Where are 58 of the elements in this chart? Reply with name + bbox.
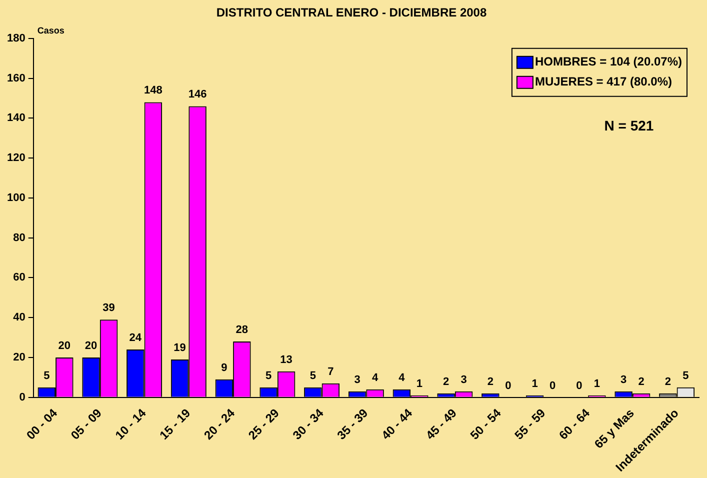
data-label: 28 — [236, 324, 248, 336]
data-label: 5 — [682, 370, 689, 382]
y-tick-label: 40 — [13, 312, 26, 324]
data-label: 2 — [487, 376, 494, 388]
x-tick-label: 05 - 09 — [68, 406, 105, 442]
data-label: 148 — [144, 84, 162, 97]
x-tick-label: 50 - 54 — [467, 406, 504, 442]
x-tick-label: 35 - 39 — [334, 406, 371, 442]
y-tick-label: 20 — [13, 352, 26, 364]
data-label: 7 — [328, 366, 334, 378]
x-tick-label: 55 - 59 — [512, 406, 548, 442]
x-tick-label: 25 - 29 — [246, 406, 282, 442]
x-tick-label: 30 - 34 — [290, 406, 326, 442]
y-tick-label: 120 — [6, 152, 26, 164]
data-label: 5 — [44, 370, 50, 382]
x-tick-label: 15 - 19 — [156, 406, 194, 442]
x-tick-label: 00 - 04 — [24, 406, 60, 442]
y-tick-label: 180 — [6, 32, 26, 44]
data-label: 5 — [265, 370, 272, 382]
data-label: 20 — [58, 340, 71, 352]
y-tick-label: 160 — [6, 72, 26, 84]
data-label: 3 — [620, 374, 627, 386]
y-tick-label: 100 — [6, 192, 26, 204]
data-label: 4 — [398, 372, 406, 384]
data-label: 0 — [505, 380, 512, 392]
data-label: 39 — [102, 302, 115, 314]
x-tick-label: 40 - 44 — [378, 406, 416, 442]
y-tick-label: 0 — [19, 391, 26, 404]
data-label: 3 — [354, 374, 360, 386]
annotation: N = 521 — [604, 117, 654, 134]
data-label: 0 — [576, 380, 582, 392]
legend-label: MUJERES = 417 (80.0%) — [534, 74, 672, 89]
data-label: 1 — [532, 378, 538, 390]
y-tick-label: 140 — [6, 112, 26, 124]
chart-title: DISTRITO CENTRAL ENERO - DICIEMBRE 2008 — [216, 6, 487, 20]
y-tick-label: 80 — [13, 232, 26, 244]
data-label: 146 — [188, 88, 207, 101]
legend-label: HOMBRES = 104 (20.07%) — [534, 54, 682, 69]
x-tick-label: 10 - 14 — [112, 406, 149, 442]
x-tick-label: 20 - 24 — [201, 406, 238, 442]
data-label: 20 — [84, 340, 98, 352]
data-label: 0 — [549, 380, 556, 392]
data-label: 5 — [310, 370, 316, 382]
data-label: 3 — [460, 374, 467, 386]
x-tick-label: 45 - 49 — [423, 406, 460, 442]
data-label: 2 — [664, 376, 671, 388]
data-label: 2 — [442, 376, 450, 388]
data-label: 19 — [174, 342, 186, 354]
data-label: 13 — [280, 354, 292, 366]
data-label: 1 — [594, 378, 600, 390]
y-tick-label: 60 — [13, 272, 26, 284]
data-label: 9 — [221, 362, 228, 374]
data-label: 24 — [129, 332, 142, 344]
x-tick-label: 60 - 64 — [556, 406, 593, 442]
data-label: 2 — [638, 376, 644, 388]
y-axis-title: Casos — [37, 25, 64, 36]
data-label: 1 — [416, 378, 422, 390]
data-label: 4 — [372, 372, 379, 384]
